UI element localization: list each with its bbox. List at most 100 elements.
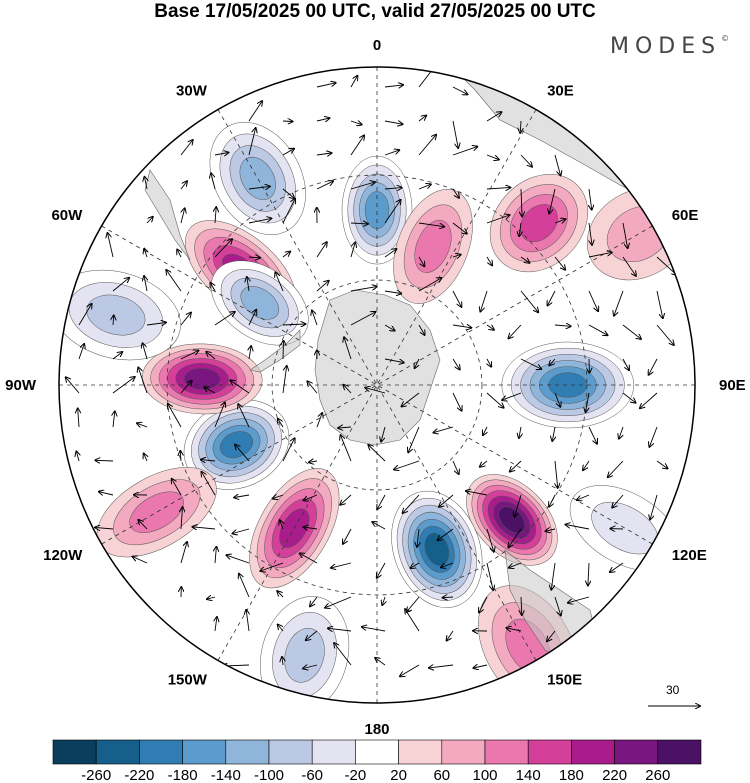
wind-arrow (452, 120, 458, 148)
wind-arrow (331, 562, 352, 568)
wind-arrow (452, 460, 459, 474)
wind-arrow (640, 392, 658, 408)
wind-arrow (368, 445, 386, 462)
wind-arrow (384, 150, 399, 156)
wind-arrow (586, 392, 590, 412)
wind-arrow (408, 426, 420, 452)
wind-arrow (452, 392, 462, 411)
wind-arrow (206, 352, 216, 360)
wind-arrow (210, 283, 215, 292)
wind-arrow (282, 252, 290, 258)
wind-arrow (418, 222, 444, 227)
wind-arrow (452, 290, 461, 307)
wind-arrow (230, 380, 250, 394)
wind-arrow (113, 316, 114, 326)
wind-arrow (207, 597, 216, 599)
wind-arrow (519, 222, 521, 236)
wind-arrow (350, 182, 375, 190)
wind-arrow (304, 494, 318, 500)
wind-arrow (443, 597, 454, 598)
wind-arrow (248, 257, 260, 258)
brand-name: MODES (610, 34, 722, 59)
wind-arrow (144, 249, 147, 258)
wind-arrow (214, 153, 228, 156)
wind-arrow (381, 426, 386, 442)
wind-arrow (235, 445, 250, 462)
wind-arrow (180, 381, 192, 394)
wind-arrow (622, 324, 641, 339)
wind-arrow (248, 186, 270, 189)
wind-vectors (66, 67, 677, 677)
wind-arrow (172, 479, 182, 496)
colorbar-swatch (441, 739, 486, 765)
colorbar-swatch (527, 739, 572, 765)
wind-arrow (304, 527, 318, 529)
wind-arrow (434, 426, 454, 433)
wind-arrow (66, 377, 80, 394)
anomaly-center (210, 260, 309, 346)
wind-arrow (316, 413, 322, 428)
wind-arrow (108, 233, 114, 258)
wind-arrow (168, 404, 182, 428)
wind-arrow (519, 426, 521, 438)
wind-arrow (350, 312, 376, 326)
wind-arrow (554, 392, 560, 407)
wind-arrow (486, 392, 504, 408)
wind-arrow (344, 337, 352, 360)
colorbar-swatch (95, 739, 140, 765)
wind-arrow (479, 596, 488, 613)
wind-arrow (113, 411, 115, 428)
wind-arrow (588, 324, 608, 335)
latitude-circle (271, 279, 483, 491)
meridian-line (101, 225, 653, 545)
longitude-label: 180 (364, 721, 389, 738)
wind-arrow (452, 222, 467, 234)
wind-arrow (439, 494, 454, 507)
lat-lon-grid (59, 67, 695, 703)
wind-arrow (656, 324, 674, 345)
wind-arrow (377, 562, 386, 578)
wind-arrow (215, 207, 216, 224)
wind-arrow (246, 610, 249, 632)
wind-arrow (343, 385, 352, 394)
wind-arrow (622, 256, 636, 276)
wind-arrow (309, 461, 318, 462)
wind-arrow (588, 290, 598, 311)
colorbar-swatch (268, 739, 313, 765)
wind-arrow (486, 215, 510, 224)
wind-arrow (180, 181, 187, 190)
wind-arrow (418, 135, 436, 156)
reference-vector-label: 30 (666, 683, 680, 697)
colorbar-swatch (355, 739, 399, 765)
wind-arrow (316, 281, 329, 292)
wind-arrow (280, 520, 283, 530)
wind-arrow (303, 665, 318, 669)
wind-arrow (180, 542, 187, 564)
wind-arrow (588, 252, 612, 258)
wind-arrow (514, 494, 522, 517)
wind-arrow (400, 664, 420, 676)
colorbar-swatch (311, 739, 356, 765)
wind-arrow (384, 291, 401, 294)
wind-arrow (486, 188, 510, 190)
wind-arrow (144, 454, 147, 462)
wind-arrow (480, 460, 488, 467)
wind-arrow (622, 392, 636, 403)
wind-arrow (312, 311, 318, 326)
wind-arrow (211, 173, 216, 190)
wind-arrow (310, 596, 318, 606)
wind-arrow (180, 140, 193, 156)
colorbar-tick-label: -220 (124, 767, 154, 783)
wind-arrow (144, 276, 147, 292)
colorbar-tick-label: 140 (516, 767, 541, 783)
wind-arrow (234, 495, 250, 498)
wind-arrow (554, 256, 565, 270)
wind-arrow (656, 460, 668, 469)
wind-arrow (316, 118, 329, 121)
wind-arrow (452, 147, 477, 156)
wind-arrow (549, 358, 556, 365)
wind-arrow (622, 358, 629, 370)
wind-arrow (502, 392, 522, 400)
wind-arrow (202, 472, 216, 496)
